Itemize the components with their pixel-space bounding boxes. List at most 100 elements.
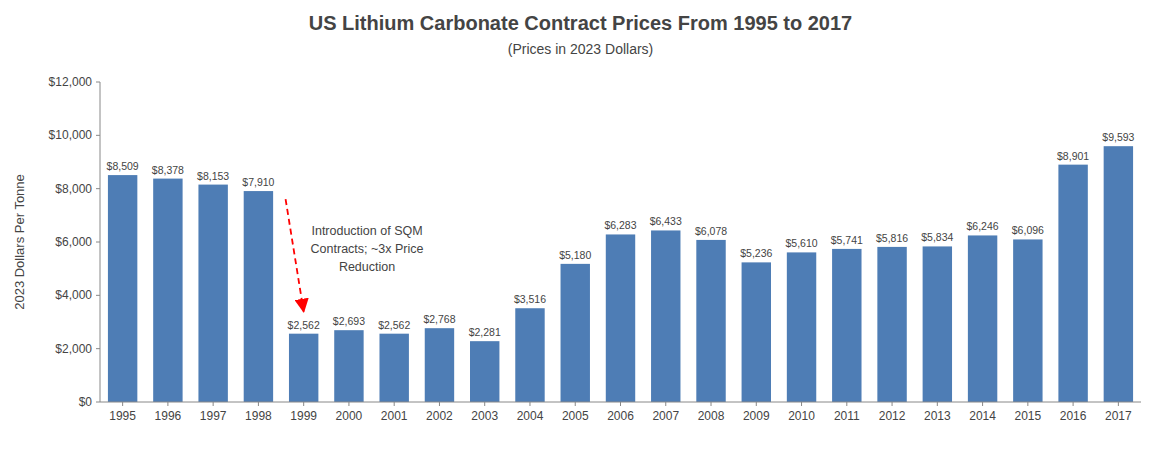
x-tick	[801, 402, 802, 406]
x-tick	[122, 402, 123, 406]
x-tick	[892, 402, 893, 406]
x-tick-label: 2014	[969, 409, 996, 423]
x-tick	[394, 402, 395, 406]
x-tick	[1027, 402, 1028, 406]
bar	[651, 230, 680, 402]
chart: US Lithium Carbonate Contract Prices Fro…	[0, 0, 1161, 450]
title: US Lithium Carbonate Contract Prices Fro…	[309, 12, 853, 34]
data-label: $2,693	[333, 315, 365, 327]
x-tick	[937, 402, 938, 406]
bar	[561, 264, 590, 402]
x-tick-label: 2000	[336, 409, 363, 423]
x-tick-label: 1996	[155, 409, 182, 423]
bar	[108, 175, 137, 402]
bar	[606, 234, 635, 402]
x-tick	[575, 402, 576, 406]
x-tick-label: 2011	[834, 409, 860, 423]
x-tick-label: 2005	[562, 409, 589, 423]
x-tick	[529, 402, 530, 406]
data-label: $5,180	[559, 249, 591, 261]
x-tick-label: 2009	[743, 409, 770, 423]
x-tick	[982, 402, 983, 406]
y-tick-label: $8,000	[55, 182, 92, 196]
bar	[470, 341, 499, 402]
bar	[696, 240, 725, 402]
y-tick	[96, 402, 100, 403]
data-label: $6,246	[967, 220, 999, 232]
x-tick-label: 2016	[1060, 409, 1087, 423]
x-tick-label: 2012	[879, 409, 906, 423]
data-label: $5,816	[876, 232, 908, 244]
bar	[968, 235, 997, 402]
x-tick	[620, 402, 621, 406]
bar	[877, 247, 906, 402]
x-tick-label: 1999	[290, 409, 317, 423]
y-tick-label: $2,000	[55, 342, 92, 356]
x-tick-label: 2006	[607, 409, 634, 423]
bar	[1013, 239, 1042, 402]
x-tick-label: 2003	[471, 409, 498, 423]
y-tick	[96, 295, 100, 296]
data-label: $2,562	[288, 319, 320, 331]
x-tick	[439, 402, 440, 406]
y-tick-label: $12,000	[49, 75, 93, 89]
data-label: $6,078	[695, 225, 727, 237]
x-tick-label: 2013	[924, 409, 951, 423]
x-tick	[484, 402, 485, 406]
x-tick-label: 1997	[200, 409, 227, 423]
subtitle: (Prices in 2023 Dollars)	[508, 41, 654, 57]
data-label: $8,153	[197, 170, 229, 182]
x-tick	[1118, 402, 1119, 406]
bars	[108, 146, 1133, 402]
bar	[379, 334, 408, 402]
x-tick-label: 1998	[245, 409, 272, 423]
x-tick	[1073, 402, 1074, 406]
x-tick	[213, 402, 214, 406]
annotation-arrow	[286, 199, 304, 312]
data-label: $9,593	[1102, 131, 1134, 143]
x-tick	[348, 402, 349, 406]
y-tick	[96, 348, 100, 349]
data-label: $6,433	[650, 215, 682, 227]
data-label: $8,378	[152, 164, 184, 176]
data-label: $2,768	[423, 313, 455, 325]
y-axis-label: 2023 Dollars Per Tonne	[12, 174, 27, 310]
x-tick	[665, 402, 666, 406]
bar	[198, 185, 227, 402]
bar	[742, 262, 771, 402]
x-tick	[711, 402, 712, 406]
y-tick	[96, 82, 100, 83]
bar	[244, 191, 273, 402]
x-tick	[303, 402, 304, 406]
data-label: $2,281	[469, 326, 501, 338]
x-tick-label: 2008	[698, 409, 725, 423]
data-label: $8,901	[1057, 150, 1089, 162]
bar	[153, 179, 182, 402]
y-tick	[96, 135, 100, 136]
bar	[289, 334, 318, 402]
x-tick-label: 2001	[381, 409, 408, 423]
data-label: $8,509	[107, 160, 139, 172]
annotation: Introduction of SQMContracts; ~3x PriceR…	[311, 224, 424, 274]
bar	[923, 246, 952, 402]
data-label: $6,283	[604, 219, 636, 231]
bar	[787, 252, 816, 402]
x-tick-label: 2017	[1105, 409, 1132, 423]
bar	[334, 330, 363, 402]
x-tick-label: 2002	[426, 409, 453, 423]
data-label: $6,096	[1012, 224, 1044, 236]
y-tick-label: $10,000	[49, 128, 93, 142]
bar	[515, 308, 544, 402]
x-tick-label: 2010	[788, 409, 815, 423]
data-label: $3,516	[514, 293, 546, 305]
bar	[832, 249, 861, 402]
data-label: $5,236	[740, 247, 772, 259]
x-tick-label: 1995	[109, 409, 136, 423]
data-label: $5,834	[921, 231, 953, 243]
y-tick	[96, 242, 100, 243]
y-tick-label: $4,000	[55, 288, 92, 302]
x-tick-label: 2007	[652, 409, 679, 423]
bar	[1104, 146, 1133, 402]
data-label: $2,562	[378, 319, 410, 331]
bar	[425, 328, 454, 402]
